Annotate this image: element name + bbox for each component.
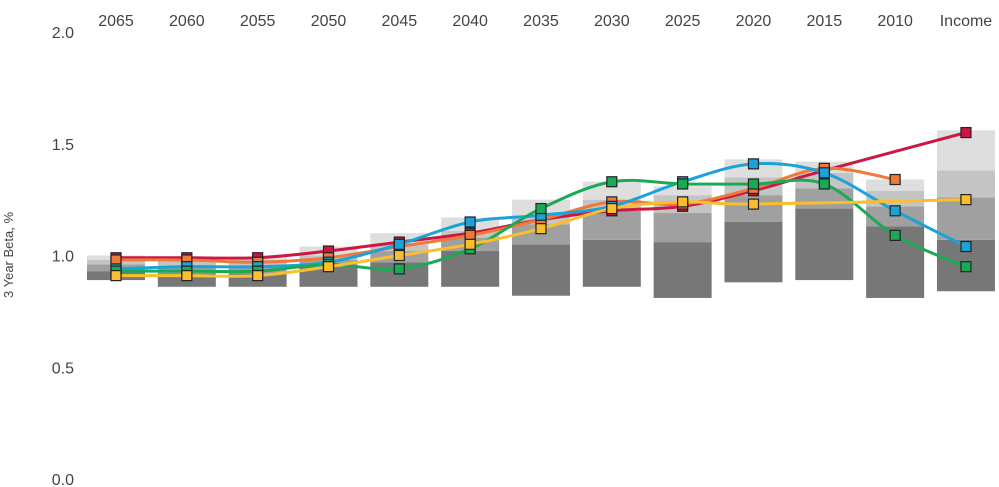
x-tick-label: 2025 bbox=[665, 13, 701, 30]
x-tick-label: 2060 bbox=[169, 13, 205, 30]
y-axis-ticks: 0.0 0.5 1.0 1.5 2.0 bbox=[52, 25, 74, 487]
x-tick-label: 2045 bbox=[382, 13, 418, 30]
x-axis-ticks: 2065 2060 2055 2050 2045 2040 2035 2030 2025 2020… bbox=[98, 13, 992, 30]
series-point bbox=[890, 175, 900, 185]
series-point bbox=[961, 128, 971, 138]
y-tick-label: 0.0 bbox=[52, 472, 74, 487]
range-bar bbox=[795, 209, 853, 281]
x-tick-label: Income bbox=[940, 13, 993, 30]
series-point bbox=[465, 217, 475, 227]
x-tick-label: 2065 bbox=[98, 13, 134, 30]
x-tick-label: 2040 bbox=[452, 13, 488, 30]
series-point bbox=[536, 224, 546, 234]
range-bar bbox=[654, 242, 712, 298]
series-point bbox=[607, 177, 617, 187]
x-tick-label: 2010 bbox=[877, 13, 913, 30]
x-tick-label: 2015 bbox=[807, 13, 843, 30]
series-point bbox=[890, 206, 900, 216]
series-point bbox=[182, 271, 192, 281]
y-tick-label: 1.0 bbox=[52, 249, 74, 266]
series-point bbox=[748, 199, 758, 209]
range-bar bbox=[512, 244, 570, 295]
series-point bbox=[111, 271, 121, 281]
series-point bbox=[536, 204, 546, 214]
y-tick-label: 2.0 bbox=[52, 25, 74, 42]
series-point bbox=[394, 251, 404, 261]
series-point bbox=[253, 271, 263, 281]
series-point bbox=[890, 230, 900, 240]
y-tick-label: 0.5 bbox=[52, 360, 74, 377]
x-tick-label: 2050 bbox=[311, 13, 347, 30]
series-point bbox=[819, 168, 829, 178]
range-bar bbox=[583, 240, 641, 287]
series-point bbox=[323, 262, 333, 272]
series-point bbox=[961, 195, 971, 205]
x-tick-label: 2035 bbox=[523, 13, 559, 30]
range-bar bbox=[795, 188, 853, 208]
series-point bbox=[678, 179, 688, 189]
series-point bbox=[961, 242, 971, 252]
series-point bbox=[748, 179, 758, 189]
x-tick-label: 2030 bbox=[594, 13, 630, 30]
range-bar bbox=[937, 171, 995, 198]
x-tick-label: 2020 bbox=[736, 13, 772, 30]
series-point bbox=[394, 239, 404, 249]
series-point bbox=[961, 262, 971, 272]
series-point bbox=[465, 239, 475, 249]
series-point bbox=[394, 264, 404, 274]
y-tick-label: 1.5 bbox=[52, 137, 74, 154]
x-tick-label: 2055 bbox=[240, 13, 276, 30]
series-point bbox=[678, 197, 688, 207]
range-bar bbox=[654, 213, 712, 242]
series-point bbox=[748, 159, 758, 169]
series-point bbox=[607, 204, 617, 214]
range-bar bbox=[724, 222, 782, 282]
series-point bbox=[819, 179, 829, 189]
y-axis-label: 3 Year Beta, % bbox=[1, 212, 16, 298]
